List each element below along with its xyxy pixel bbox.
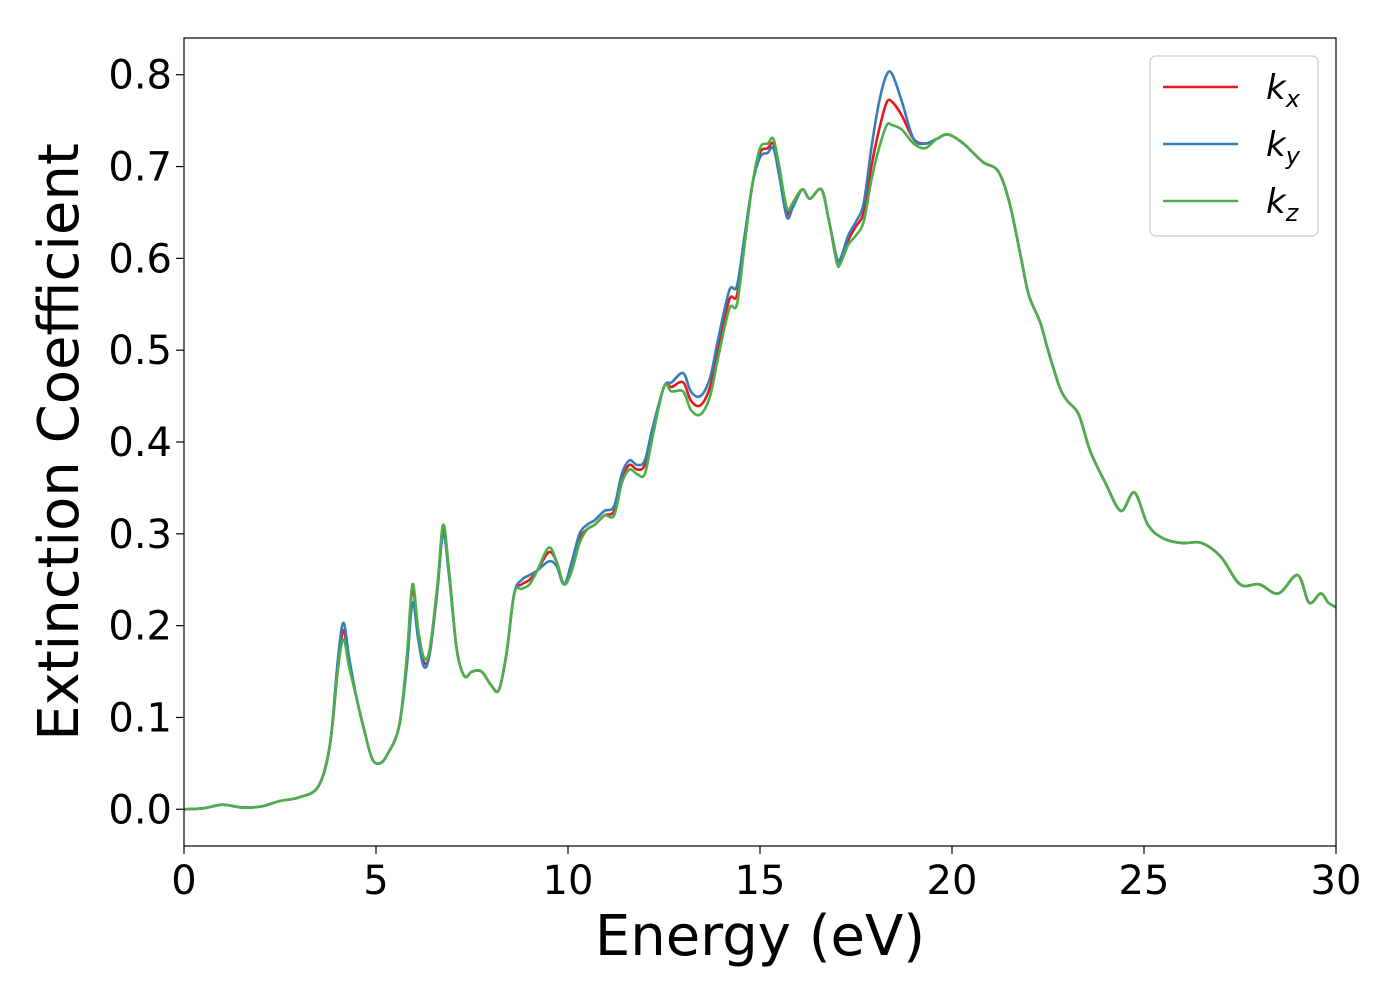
y-axis-ticks: 0.0 0.1 0.2 0.3 0.4 0.5 0.6 0.7 0.8 xyxy=(108,53,184,833)
x-tick-label: 0 xyxy=(171,858,196,904)
x-axis-ticks: 0 5 10 15 20 25 30 xyxy=(171,846,1361,904)
y-tick-label: 0.0 xyxy=(108,787,172,833)
legend-label-y: ky xyxy=(1266,125,1301,170)
series-line-z xyxy=(184,122,1336,811)
y-tick-label: 0.8 xyxy=(108,53,172,99)
x-tick-label: 25 xyxy=(1119,858,1170,904)
x-tick-label: 20 xyxy=(927,858,978,904)
legend-box xyxy=(1149,55,1319,237)
x-tick-label: 10 xyxy=(543,858,594,904)
y-axis-label: Extinction Coefficient xyxy=(27,143,92,741)
legend: kx ky kz xyxy=(1149,55,1319,237)
x-axis-label: Energy (eV) xyxy=(595,904,925,969)
legend-label-x: kx xyxy=(1266,68,1301,113)
y-tick-label: 0.2 xyxy=(108,604,172,650)
y-tick-label: 0.4 xyxy=(108,420,172,466)
y-tick-label: 0.5 xyxy=(108,328,172,374)
y-tick-label: 0.6 xyxy=(108,236,172,282)
series-layer xyxy=(184,69,1336,811)
y-tick-label: 0.3 xyxy=(108,512,172,558)
x-tick-label: 5 xyxy=(363,858,388,904)
x-tick-label: 15 xyxy=(735,858,786,904)
legend-label-z: kz xyxy=(1266,182,1300,227)
y-tick-label: 0.1 xyxy=(108,695,172,741)
y-tick-label: 0.7 xyxy=(108,145,172,191)
x-tick-label: 30 xyxy=(1311,858,1362,904)
